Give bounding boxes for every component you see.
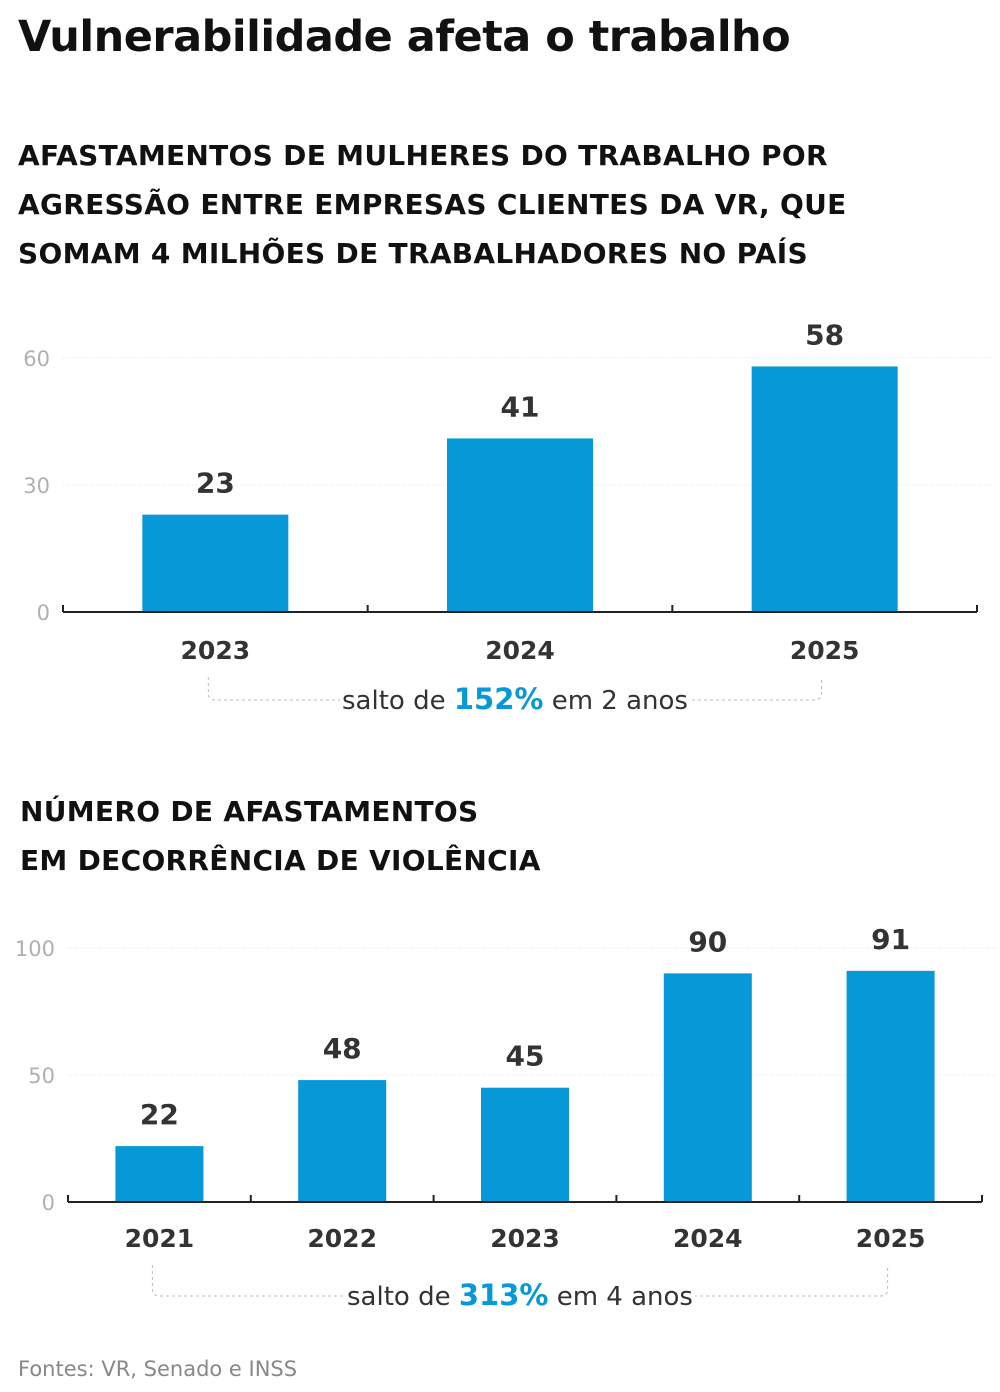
- annotation-suffix: em 2 anos: [543, 686, 688, 716]
- x-tick-label: 2023: [181, 636, 251, 665]
- x-tick-label: 2025: [790, 636, 860, 665]
- annotation-background: [345, 1274, 695, 1314]
- chart-1-title: AFASTAMENTOS DE MULHERES DO TRABALHO POR…: [18, 131, 847, 278]
- source-note: Fontes: VR, Senado e INSS: [18, 1357, 298, 1381]
- x-tick-label: 2022: [307, 1224, 377, 1253]
- y-tick-label: 0: [42, 1191, 55, 1215]
- annotation-bracket: [151, 1265, 889, 1297]
- x-tick-label: 2021: [125, 1224, 195, 1253]
- x-tick-label: 2023: [490, 1224, 560, 1253]
- bar: [447, 438, 593, 612]
- y-tick-label: 30: [23, 474, 50, 498]
- chart-2-title-line: EM DECORRÊNCIA DE VIOLÊNCIA: [20, 844, 541, 877]
- annotation-text: salto de 152% em 2 anos: [342, 682, 688, 716]
- y-tick-label: 60: [23, 347, 50, 371]
- data-label: 41: [501, 390, 540, 423]
- x-tick-label: 2024: [485, 636, 555, 665]
- annotation-suffix: em 4 anos: [548, 1282, 693, 1312]
- bar: [115, 1146, 204, 1202]
- data-label: 23: [196, 467, 235, 500]
- chart-1-title-line: AFASTAMENTOS DE MULHERES DO TRABALHO POR: [18, 139, 828, 172]
- chart-2-title: NÚMERO DE AFASTAMENTOS EM DECORRÊNCIA DE…: [20, 787, 541, 885]
- bar: [751, 366, 898, 612]
- data-label: 58: [805, 318, 844, 351]
- main-title: Vulnerabilidade afeta o trabalho: [18, 12, 791, 62]
- data-label: 22: [140, 1098, 179, 1131]
- y-tick-label: 50: [28, 1064, 55, 1088]
- bar: [846, 970, 935, 1202]
- data-label: 90: [688, 925, 727, 958]
- data-label: 91: [871, 923, 910, 956]
- y-tick-label: 0: [37, 601, 50, 625]
- annotation-background: [340, 678, 690, 718]
- bar: [663, 973, 752, 1202]
- chart-1-title-line: AGRESSÃO ENTRE EMPRESAS CLIENTES DA VR, …: [18, 188, 847, 221]
- data-label: 45: [506, 1040, 545, 1073]
- annotation-highlight: 152%: [454, 682, 544, 716]
- annotation-highlight: 313%: [459, 1278, 549, 1312]
- annotation-text: salto de 313% em 4 anos: [347, 1278, 693, 1312]
- y-tick-label: 100: [15, 937, 55, 961]
- chart-2-title-line: NÚMERO DE AFASTAMENTOS: [20, 795, 479, 828]
- bar: [142, 514, 289, 612]
- bar: [298, 1080, 387, 1202]
- data-label: 48: [323, 1032, 362, 1065]
- x-tick-label: 2024: [673, 1224, 743, 1253]
- chart-1-title-line: SOMAM 4 MILHÕES DE TRABALHADORES NO PAÍS: [18, 237, 808, 270]
- bar: [481, 1087, 569, 1202]
- x-tick-label: 2025: [856, 1224, 926, 1253]
- annotation-prefix: salto de: [347, 1282, 459, 1312]
- annotation-prefix: salto de: [342, 686, 454, 716]
